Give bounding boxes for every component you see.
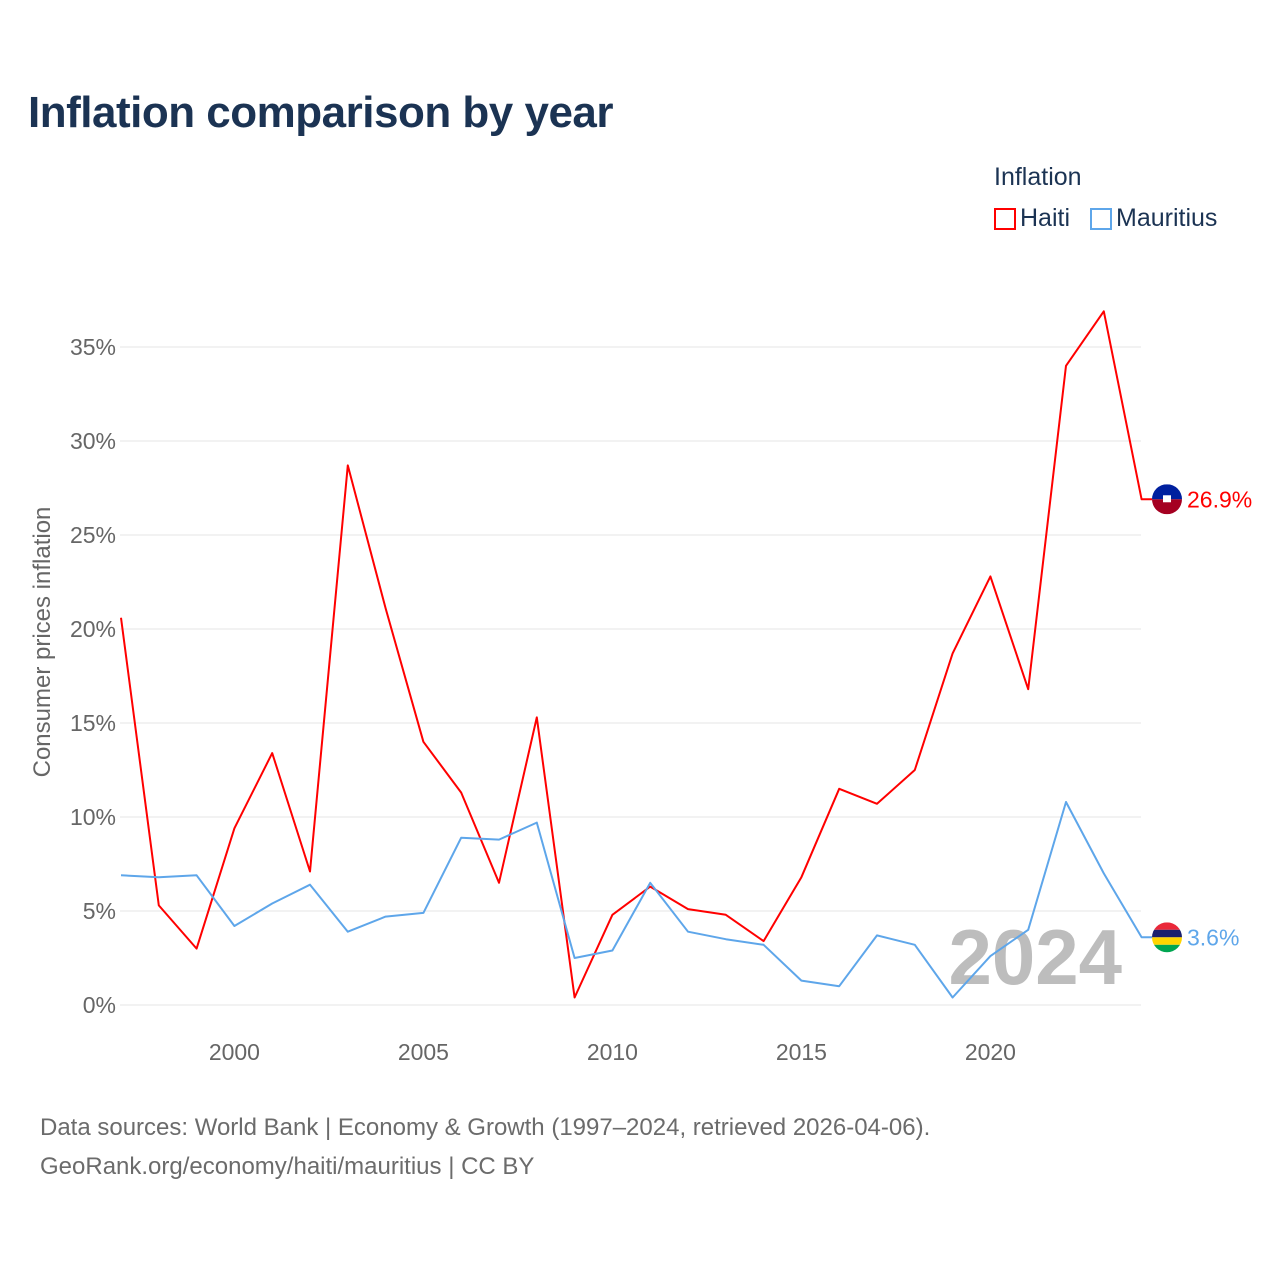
footer: Data sources: World Bank | Economy & Gro…	[40, 1108, 930, 1186]
mauritius-flag-icon	[1152, 922, 1182, 953]
legend: Haiti Mauritius	[994, 204, 1231, 233]
x-tick-label: 2005	[398, 1039, 449, 1065]
flag-stripe	[1152, 484, 1182, 500]
legend-label: Mauritius	[1116, 204, 1218, 232]
flag-stripe	[1152, 922, 1182, 930]
y-tick-label: 0%	[83, 992, 116, 1018]
x-tick-label: 2020	[965, 1039, 1016, 1065]
flag-body	[1152, 922, 1182, 953]
series-line-haiti	[120, 310, 1152, 999]
y-tick-label: 15%	[70, 710, 116, 736]
flag-stripe	[1152, 944, 1182, 953]
y-tick-label: 20%	[70, 616, 116, 642]
year-watermark: 2024	[948, 913, 1122, 1001]
legend-title: Inflation	[994, 163, 1082, 191]
y-tick-label: 10%	[70, 804, 116, 830]
y-tick-label: 25%	[70, 522, 116, 548]
x-tick-label: 2010	[587, 1039, 638, 1065]
series-line-mauritius	[120, 801, 1152, 999]
flag-stripe	[1152, 937, 1182, 945]
haiti-swatch-icon	[994, 207, 1016, 230]
legend-item-mauritius[interactable]: Mauritius	[1090, 204, 1217, 233]
flag-emblem	[1163, 495, 1171, 503]
flag-body	[1152, 484, 1182, 515]
y-axis-label: Consumer prices inflation	[29, 507, 56, 778]
x-tick-label: 2000	[209, 1039, 260, 1065]
end-value-label: 26.9%	[1187, 486, 1252, 512]
flag-stripe	[1152, 499, 1182, 515]
chart-title: Inflation comparison by year	[28, 88, 614, 137]
data-source-text: Data sources: World Bank | Economy & Gro…	[40, 1114, 931, 1141]
mauritius-swatch-icon	[1090, 207, 1113, 230]
haiti-flag-icon	[1152, 484, 1182, 515]
legend-label: Haiti	[1020, 204, 1071, 232]
y-tick-label: 5%	[83, 898, 116, 924]
source-link[interactable]: GeoRank.org/economy/haiti/mauritius | CC…	[40, 1153, 535, 1180]
legend-item-haiti[interactable]: Haiti	[994, 204, 1070, 233]
y-tick-label: 30%	[70, 428, 116, 454]
x-tick-label: 2015	[776, 1039, 827, 1065]
end-value-label: 3.6%	[1187, 924, 1239, 950]
flag-stripe	[1152, 929, 1182, 938]
y-tick-label: 35%	[70, 334, 116, 360]
